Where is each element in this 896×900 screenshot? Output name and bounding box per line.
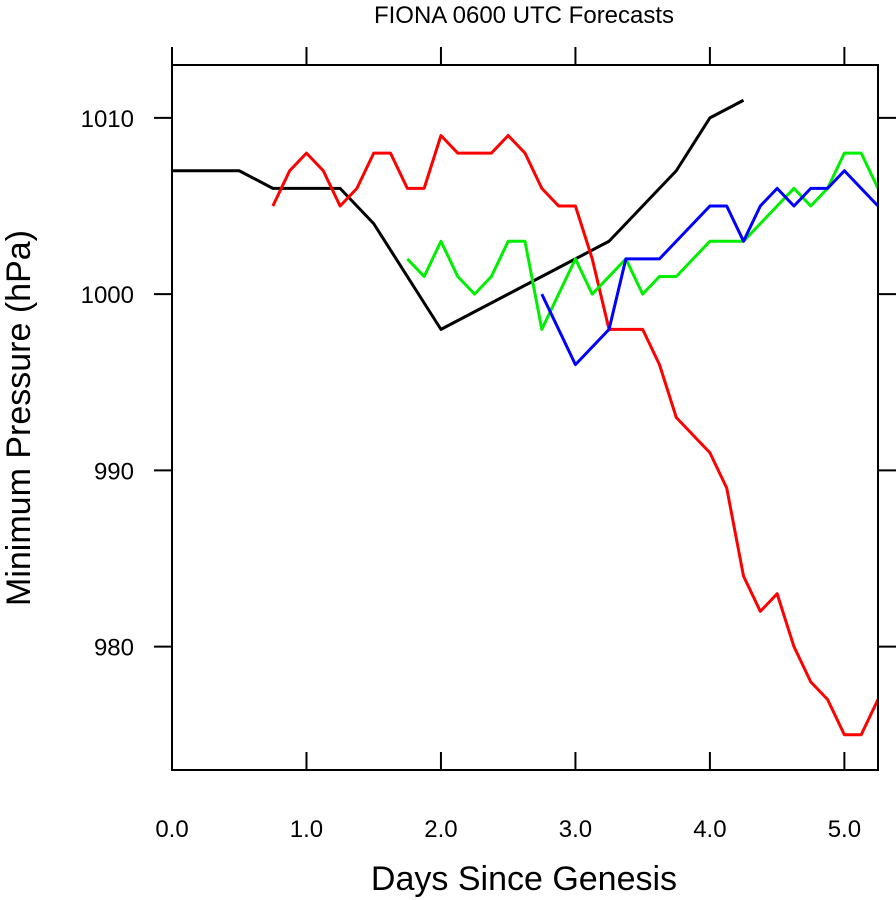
x-tick-label: 1.0: [290, 816, 323, 843]
x-tick-label: 3.0: [559, 816, 592, 843]
series-line-2: [271, 134, 878, 737]
x-axis-title: Days Since Genesis: [371, 860, 677, 898]
ticks-layer: 0.0 1.0 2.0 3.0 4.0 5.0 980 990 1000 1010: [81, 47, 896, 843]
y-tick-label: 1010: [81, 106, 134, 133]
plot-frame: [171, 64, 879, 771]
x-tick-label: 2.0: [424, 816, 457, 843]
y-tick-label: 990: [94, 458, 134, 485]
series-line-4: [540, 169, 878, 367]
chart-title: FIONA 0600 UTC Forecasts: [374, 2, 674, 29]
x-tick-label: 4.0: [693, 816, 726, 843]
series-layer: [172, 98, 878, 737]
y-tick-label: 980: [94, 635, 134, 662]
x-tick-label: 0.0: [155, 816, 188, 843]
series-line-3: [406, 151, 878, 331]
x-tick-label: 5.0: [828, 816, 861, 843]
series-line-1: [172, 98, 745, 331]
y-axis-title: Minimum Pressure (hPa): [0, 230, 38, 606]
y-tick-label: 1000: [81, 282, 134, 309]
